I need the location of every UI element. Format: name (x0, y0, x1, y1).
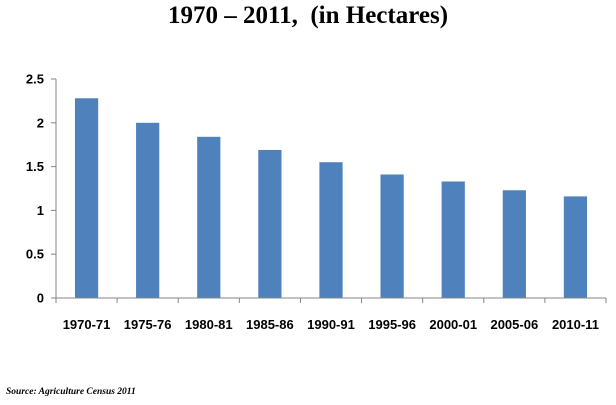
source-note: Source: Agriculture Census 2011 (6, 387, 136, 397)
x-tick-label: 1970-71 (63, 317, 111, 332)
y-tick-label: 0 (37, 291, 44, 306)
x-tick-label: 2005-06 (490, 317, 538, 332)
y-tick-label: 0.5 (26, 247, 44, 262)
bars (74, 98, 588, 298)
bar-1995-96 (380, 174, 404, 298)
bar-2010-11 (563, 196, 588, 298)
bar-1990-91 (319, 162, 343, 298)
y-tick-label: 2.5 (26, 72, 44, 87)
bar-1980-81 (197, 136, 221, 298)
x-tick-label: 1990-91 (307, 317, 355, 332)
bar-1970-71 (74, 98, 99, 298)
x-axis: 1970-71 1975-76 1980-81 1985-86 1990-91 1995-… (55, 297, 607, 332)
y-tick-label: 1 (37, 203, 44, 218)
bar-1985-86 (258, 149, 282, 298)
x-tick-label: 2000-01 (429, 317, 477, 332)
y-axis: 0 0.5 1 1.5 2 2.5 (26, 72, 57, 306)
x-tick-label: 2010-11 (552, 317, 599, 332)
bar-2005-06 (502, 190, 526, 298)
chart-title: 1970 – 2011, (in Hectares) (167, 2, 449, 29)
bar-2000-01 (441, 181, 465, 298)
x-tick-label: 1995-96 (368, 317, 416, 332)
x-tick-label: 1980-81 (185, 317, 233, 332)
y-tick-label: 1.5 (26, 159, 44, 174)
y-tick-label: 2 (37, 115, 44, 130)
x-tick-label: 1975-76 (124, 317, 172, 332)
bar-1975-76 (136, 122, 160, 298)
x-tick-label: 1985-86 (246, 317, 294, 332)
